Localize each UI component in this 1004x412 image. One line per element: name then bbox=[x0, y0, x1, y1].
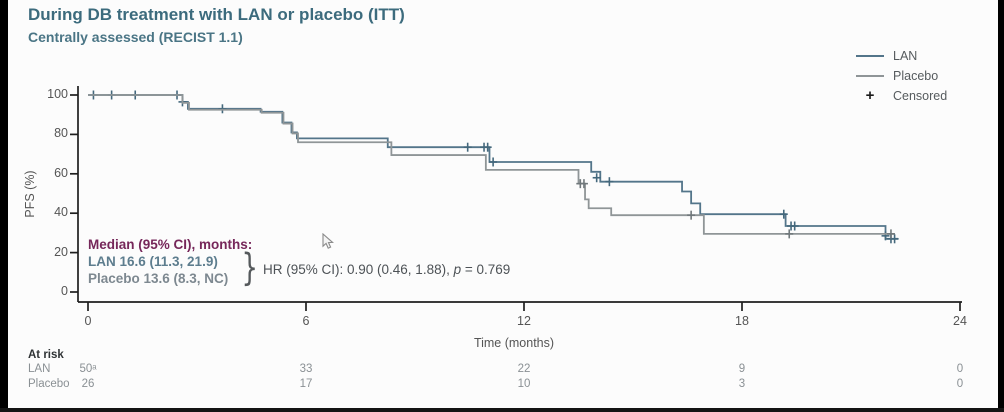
at-risk-value-lan: 9 bbox=[738, 363, 746, 375]
at-risk-value-placebo: 17 bbox=[299, 378, 313, 390]
at-risk-heading: At risk bbox=[28, 349, 64, 361]
legend-item-censored: + Censored bbox=[856, 86, 948, 106]
y-tick-label: 60 bbox=[54, 165, 68, 180]
at-risk-value-lan: 0 bbox=[956, 363, 964, 375]
page-title: During DB treatment with LAN or placebo … bbox=[28, 5, 405, 24]
at-risk-value-lan: 33 bbox=[299, 363, 313, 375]
hr-text-suffix: = 0.769 bbox=[461, 262, 511, 277]
x-tick-label: 6 bbox=[302, 314, 310, 328]
at-risk-value-placebo: 26 bbox=[81, 378, 95, 390]
km-curve-lan bbox=[88, 94, 899, 240]
legend-item-lan: LAN bbox=[856, 46, 947, 66]
y-tick-label: 20 bbox=[54, 244, 68, 259]
brace-glyph: } bbox=[241, 246, 259, 289]
censored-plus-icon: + bbox=[865, 87, 875, 104]
at-risk-row-label-placebo: Placebo bbox=[28, 378, 70, 390]
median-annotation-heading: Median (95% CI), months: bbox=[88, 237, 253, 252]
at-risk-row-label-lan: LAN bbox=[28, 363, 51, 375]
at-risk-value-placebo: 10 bbox=[517, 378, 531, 390]
x-tick-label: 24 bbox=[953, 314, 967, 328]
mouse-cursor-icon bbox=[321, 232, 335, 256]
screen-edge-bottom bbox=[0, 408, 1004, 412]
at-risk-value-lan: 50ᵃ bbox=[79, 363, 97, 375]
hr-p-symbol: p bbox=[453, 262, 462, 277]
x-tick-label: 18 bbox=[735, 314, 749, 328]
hr-text-prefix: HR (95% CI): 0.90 (0.46, 1.88), bbox=[263, 262, 454, 277]
y-tick-label: 100 bbox=[47, 87, 68, 101]
legend: LAN Placebo + Censored bbox=[856, 46, 947, 106]
at-risk-value-placebo: 0 bbox=[956, 378, 964, 390]
hazard-ratio-text: HR (95% CI): 0.90 (0.46, 1.88), p = 0.76… bbox=[263, 262, 510, 277]
at-risk-value-lan: 22 bbox=[517, 363, 531, 375]
at-risk-value-placebo: 3 bbox=[738, 378, 746, 390]
x-tick-label: 0 bbox=[84, 314, 92, 328]
y-tick-label: 40 bbox=[54, 205, 68, 220]
legend-label-censored: Censored bbox=[893, 89, 948, 103]
median-annotation-lan: LAN 16.6 (11.3, 21.9) bbox=[88, 254, 218, 269]
x-tick-label: 12 bbox=[517, 314, 531, 328]
y-tick-label: 80 bbox=[54, 126, 68, 141]
km-curve-placebo bbox=[88, 94, 895, 235]
median-annotation-placebo: Placebo 13.6 (8.3, NC) bbox=[88, 271, 229, 286]
screen-edge-right bbox=[998, 0, 1004, 412]
y-tick-label: 0 bbox=[61, 284, 68, 298]
page-subtitle: Centrally assessed (RECIST 1.1) bbox=[28, 29, 243, 45]
y-axis-title: PFS (%) bbox=[23, 170, 37, 218]
placebo-line-swatch bbox=[856, 75, 884, 77]
legend-label-lan: LAN bbox=[893, 49, 918, 63]
legend-label-placebo: Placebo bbox=[893, 69, 939, 83]
x-axis-title: Time (months) bbox=[473, 336, 555, 350]
screen-edge-left bbox=[0, 0, 8, 412]
legend-item-placebo: Placebo bbox=[856, 66, 947, 86]
lan-line-swatch bbox=[856, 55, 884, 57]
